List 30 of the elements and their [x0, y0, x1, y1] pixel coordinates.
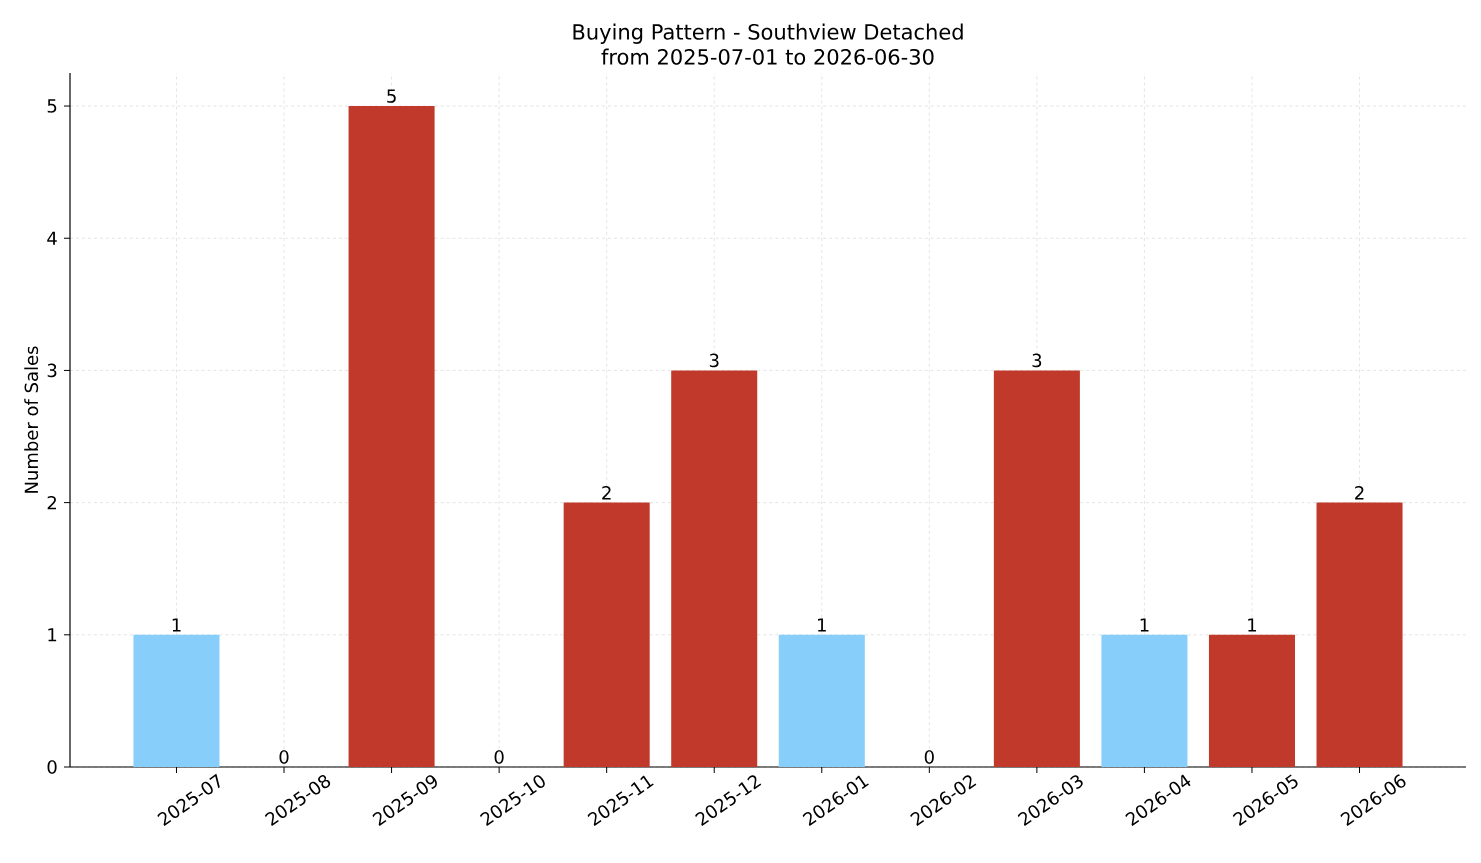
data-label: 0 [494, 750, 504, 764]
bar [993, 370, 1080, 767]
y-tick-label: 3 [47, 363, 57, 378]
bar [563, 502, 650, 767]
bar [133, 634, 220, 767]
data-label: 0 [279, 750, 289, 764]
bar [671, 370, 758, 767]
data-label: 2 [602, 486, 611, 500]
y-axis-title: Number of Sales [24, 346, 39, 493]
data-label: 0 [924, 750, 934, 764]
bar [1101, 634, 1188, 767]
data-label: 5 [387, 89, 396, 103]
data-label: 1 [1248, 618, 1257, 632]
bar [778, 634, 865, 767]
data-label: 1 [1140, 618, 1149, 632]
y-tick-label: 0 [47, 760, 57, 774]
y-tick-label: 4 [47, 231, 57, 245]
y-tick-label: 5 [47, 99, 57, 113]
chart-title: Buying Pattern - Southview Detached [573, 23, 963, 44]
bar [1316, 502, 1403, 767]
data-label: 3 [1032, 353, 1042, 368]
bar [1208, 634, 1295, 767]
data-label: 1 [172, 618, 181, 632]
data-label: 2 [1355, 486, 1364, 500]
data-label: 1 [818, 618, 826, 632]
chart-subtitle: from 2025-07-01 to 2026-06-30 [601, 48, 934, 65]
y-tick-label: 2 [47, 495, 57, 510]
bar [348, 106, 435, 767]
y-tick-label: 1 [48, 628, 57, 642]
data-label: 3 [709, 353, 719, 368]
